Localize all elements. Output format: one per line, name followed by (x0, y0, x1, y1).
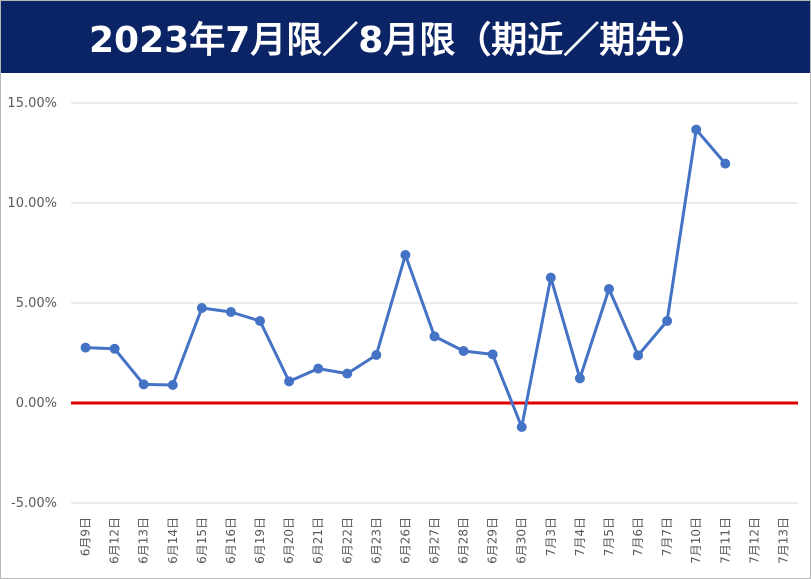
data-point (371, 350, 382, 360)
x-tick-label: 7月6日 (631, 517, 645, 556)
x-tick-label: 7月3日 (544, 517, 558, 556)
data-point (545, 272, 556, 283)
data-point (516, 422, 527, 432)
data-point (603, 284, 614, 294)
y-tick-label: 0.00% (16, 396, 57, 411)
chart-title: 2023年7月限／8月限（期近／期先） (89, 20, 708, 61)
data-point (662, 316, 673, 326)
y-tick-label: 5.00% (16, 296, 57, 311)
x-tick-label: 7月7日 (660, 517, 674, 556)
data-point (342, 368, 353, 379)
x-tick-label: 6月19日 (253, 517, 267, 564)
x-tick-label: 6月12日 (108, 517, 122, 564)
x-tick-label: 6月16日 (224, 517, 238, 564)
x-tick-label: 6月26日 (398, 517, 412, 564)
data-point (284, 376, 295, 387)
x-tick-label: 7月5日 (602, 517, 616, 556)
x-tick-label: 6月13日 (137, 517, 151, 564)
x-tick-label: 6月29日 (486, 517, 500, 564)
series-line (85, 128, 727, 429)
data-point (225, 307, 236, 317)
x-tick-label: 7月11日 (718, 517, 732, 564)
y-tick-label: -5.00% (11, 496, 57, 511)
data-point (487, 349, 498, 360)
data-point (255, 316, 266, 326)
data-point (80, 342, 91, 353)
data-point (429, 331, 440, 342)
data-point (574, 373, 585, 384)
data-point (109, 343, 120, 354)
x-tick-label: 7月4日 (573, 517, 587, 556)
y-tick-label: 15.00% (7, 96, 57, 111)
x-tick-label: 6月22日 (340, 517, 354, 564)
x-tick-label: 6月9日 (79, 517, 93, 556)
data-point (400, 250, 411, 260)
data-point (138, 379, 149, 390)
data-point (313, 363, 324, 374)
x-tick-label: 6月15日 (195, 517, 209, 564)
data-point (633, 350, 644, 361)
x-tick-label: 7月12日 (747, 517, 761, 564)
x-tick-label: 6月20日 (282, 517, 296, 564)
data-point (691, 124, 702, 135)
y-tick-label: 10.00% (7, 196, 57, 211)
data-point (196, 303, 207, 313)
x-tick-label: 6月14日 (166, 517, 180, 564)
x-tick-label: 6月21日 (311, 517, 325, 564)
x-tick-label: 6月28日 (457, 517, 471, 564)
x-tick-label: 6月23日 (369, 517, 383, 564)
x-tick-label: 7月13日 (776, 517, 790, 564)
data-point (167, 380, 178, 390)
x-tick-label: 6月27日 (428, 517, 442, 564)
data-point (458, 346, 469, 356)
title-bar: 2023年7月限／8月限（期近／期先） (1, 1, 810, 73)
x-tick-label: 7月10日 (689, 517, 703, 564)
x-tick-label: 6月30日 (515, 517, 529, 564)
data-point (720, 158, 731, 169)
